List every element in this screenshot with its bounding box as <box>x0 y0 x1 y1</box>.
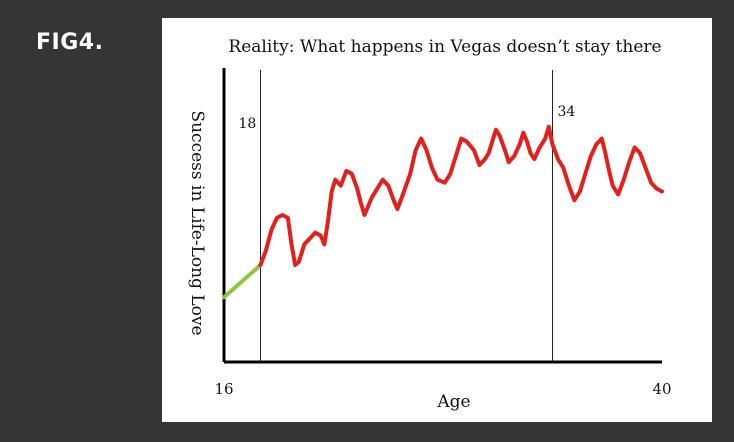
chart: Reality: What happens in Vegas doesn’t s… <box>187 37 672 412</box>
axes <box>222 68 662 364</box>
y-axis-label: Success in Life-Long Love <box>187 110 207 335</box>
x-axis-label: Age <box>436 392 470 412</box>
series-lines <box>222 124 664 300</box>
chart-panel: Reality: What happens in Vegas doesn’t s… <box>162 18 712 422</box>
figure-label: FIG4. <box>36 30 104 55</box>
series-line-1 <box>222 263 263 300</box>
chart-title: Reality: What happens in Vegas doesn’t s… <box>228 37 661 57</box>
tick-labels: 16 40 <box>214 380 671 398</box>
series-line-2 <box>258 124 664 267</box>
x-tick-label-40: 40 <box>652 380 671 398</box>
age-marker-label-18: 18 <box>239 116 257 132</box>
age-marker-label-34: 34 <box>558 104 576 120</box>
x-tick-label-16: 16 <box>214 380 233 398</box>
